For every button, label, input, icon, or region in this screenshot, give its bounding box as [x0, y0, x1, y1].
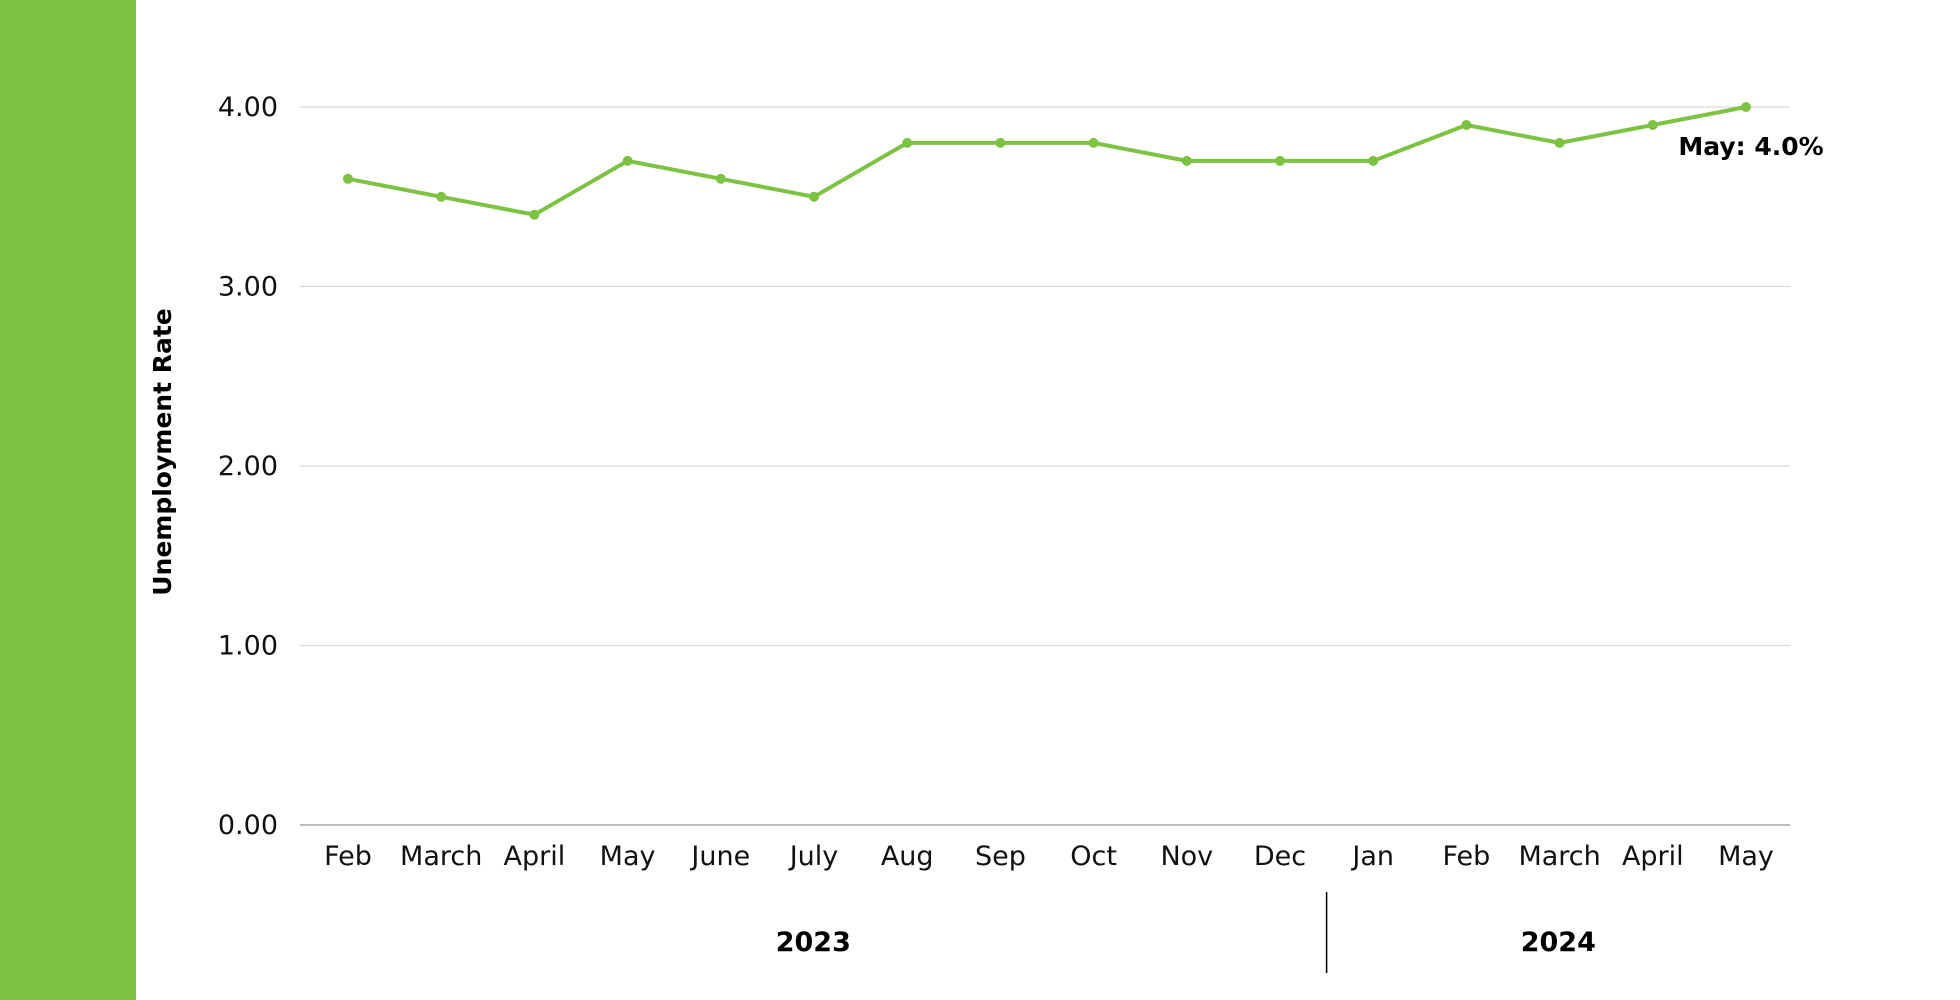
- y-tick-label: 1.00: [218, 631, 278, 662]
- data-point: [622, 155, 633, 166]
- data-point: [1647, 119, 1658, 130]
- year-group-label: 2024: [1521, 927, 1596, 958]
- gridlines: [300, 106, 1790, 647]
- x-tick-label: Dec: [1254, 841, 1306, 872]
- x-tick-label: April: [504, 841, 566, 872]
- y-tick-label: 2.00: [218, 451, 278, 482]
- year-group-label: 2023: [776, 927, 851, 958]
- y-axis-label: Unemployment Rate: [148, 308, 177, 596]
- x-tick-label: March: [400, 841, 482, 872]
- data-point: [343, 173, 353, 184]
- y-tick-label: 4.00: [218, 92, 278, 123]
- data-point: [995, 137, 1006, 148]
- data-point: [1275, 155, 1285, 166]
- x-tick-label: March: [1518, 841, 1600, 872]
- data-point: [529, 209, 540, 220]
- data-point: [1461, 119, 1472, 130]
- series-line: [347, 105, 1747, 217]
- x-tick-label: Oct: [1070, 841, 1117, 872]
- x-tick-label: May: [600, 841, 656, 872]
- data-point: [1368, 155, 1379, 166]
- data-point: [715, 173, 726, 184]
- y-tick-label: 0.00: [218, 810, 278, 841]
- data-point: [1741, 102, 1751, 112]
- y-axis-tick-labels: 0.00 1.00 2.00 3.00 4.00: [218, 92, 278, 841]
- data-point: [1554, 137, 1565, 148]
- x-tick-label: May: [1718, 841, 1774, 872]
- x-tick-label: Feb: [1442, 841, 1490, 872]
- x-tick-label: Aug: [881, 841, 934, 872]
- x-tick-label: June: [689, 841, 750, 872]
- y-tick-label: 3.00: [218, 272, 278, 303]
- data-point: [1181, 155, 1192, 166]
- x-tick-label: Nov: [1160, 841, 1213, 872]
- x-tick-label: Jan: [1350, 841, 1394, 872]
- x-axis-tick-labels: Feb March April May June July Aug Sep Oct Nov Dec J…: [324, 841, 1774, 872]
- accent-sidebar-bar: [0, 0, 136, 1000]
- data-point: [436, 191, 447, 202]
- x-tick-label: April: [1622, 841, 1684, 872]
- x-tick-label: Sep: [975, 841, 1026, 872]
- data-point: [902, 137, 913, 148]
- x-tick-label: Feb: [324, 841, 372, 872]
- year-group-labels: 2023 2024: [776, 892, 1596, 973]
- data-point: [1088, 137, 1099, 148]
- x-tick-label: July: [788, 841, 839, 872]
- latest-value-callout: May: 4.0%: [1678, 132, 1823, 161]
- data-points: [343, 102, 1751, 220]
- data-point: [809, 191, 819, 202]
